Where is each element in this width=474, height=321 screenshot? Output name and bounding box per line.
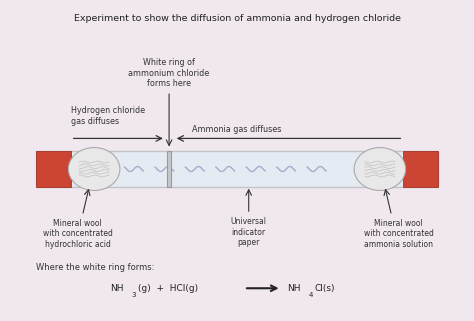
Text: NH: NH [110, 284, 124, 293]
Text: 3: 3 [132, 292, 136, 298]
Text: Mineral wool
with concentrated
ammonia solution: Mineral wool with concentrated ammonia s… [364, 219, 434, 249]
Bar [403, 151, 438, 187]
Text: Where the white ring forms:: Where the white ring forms: [36, 263, 154, 272]
Text: Experiment to show the diffusion of ammonia and hydrogen chloride: Experiment to show the diffusion of ammo… [73, 14, 401, 23]
Ellipse shape [354, 148, 406, 190]
Bar [36, 151, 438, 187]
Ellipse shape [68, 148, 120, 190]
Text: (g)  +  HCl(g): (g) + HCl(g) [137, 284, 198, 293]
Text: Universal
indicator
paper: Universal indicator paper [231, 217, 267, 247]
Text: Ammonia gas diffuses: Ammonia gas diffuses [192, 125, 282, 134]
Text: NH: NH [288, 284, 301, 293]
Text: 4: 4 [309, 292, 313, 298]
Bar [167, 151, 172, 187]
Bar [36, 151, 71, 187]
Text: Cl(s): Cl(s) [314, 284, 335, 293]
Text: Mineral wool
with concentrated
hydrochloric acid: Mineral wool with concentrated hydrochlo… [43, 219, 113, 249]
Text: White ring of
ammonium chloride
forms here: White ring of ammonium chloride forms he… [128, 58, 210, 88]
Text: Hydrogen chloride
gas diffuses: Hydrogen chloride gas diffuses [71, 106, 145, 126]
